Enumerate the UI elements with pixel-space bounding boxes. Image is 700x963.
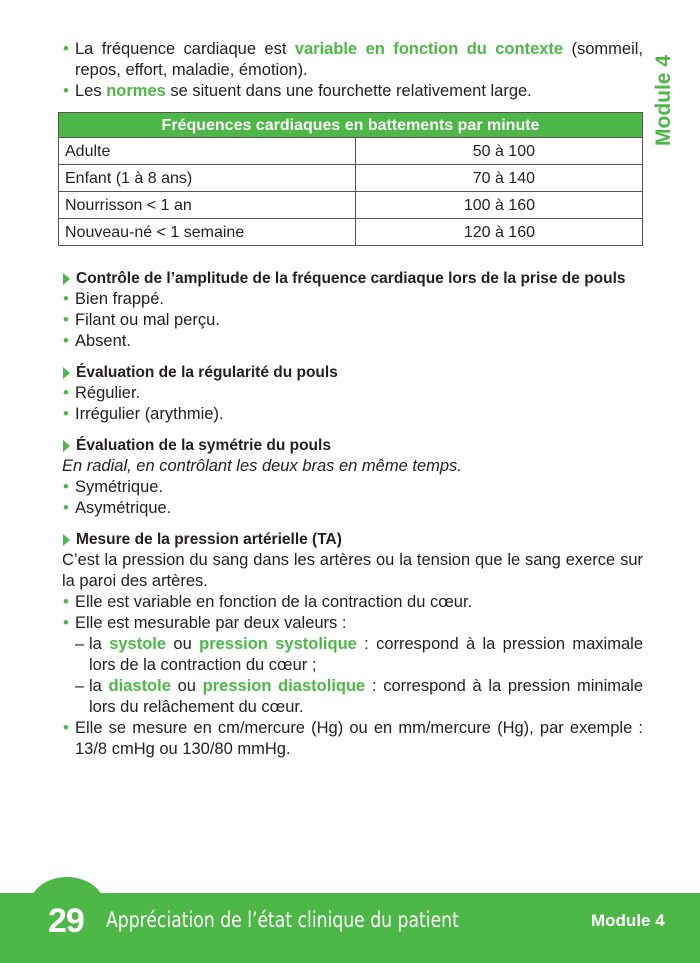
highlight: pression systolique [199,635,357,653]
highlight: systole [109,635,167,653]
section-heading: Mesure de la pression artérielle (TA) [62,529,643,550]
side-module-label: Module 4 [652,54,675,146]
section-heading: Contrôle de l’amplitude de la fréquence … [62,268,643,289]
highlight: pression diastolique [202,677,366,695]
row-label: Enfant (1 à 8 ans) [57,164,357,192]
text: la [89,677,109,695]
text: se situent dans une fourchette relativem… [165,82,532,100]
footer-module-label: Module 4 [591,911,665,930]
row-label: Nouveau-né < 1 semaine [57,218,357,246]
paragraph: C’est la pression du sang dans les artèr… [62,551,643,590]
text: : correspond à la pression minimale lors… [89,677,643,716]
row-value: 120 à 160 [355,218,643,246]
page-content: La fréquence cardiaque est variable en f… [57,39,643,760]
bullet-item: Bien frappé. [62,289,643,310]
row-value: 50 à 100 [355,137,643,165]
page-number: 29 [48,902,85,940]
table-row: Adulte 50 à 100 [57,137,643,165]
bullet-item: Filant ou mal perçu. [62,310,643,331]
bullet-item: La fréquence cardiaque est variable en f… [62,39,643,81]
text: (sommeil, repos, effort, maladie, émotio… [75,40,644,79]
dash-item: la systole ou pression systolique : corr… [62,634,643,676]
row-label: Adulte [57,137,357,165]
section-heading: Évaluation de la symétrie du pouls [62,435,643,456]
footer-bar [0,893,700,963]
highlight: diastole [108,677,171,695]
text: : correspond à la pression maximale lors… [89,635,643,674]
chapter-title: Appréciation de l’état clinique du patie… [106,908,459,932]
bullet-item: Elle se mesure en cm/mercure (Hg) ou en … [62,718,643,760]
bullet-item: Elle est variable en fonction de la cont… [62,592,643,613]
dash-item: la diastole ou pression diastolique : co… [62,676,643,718]
table-row: Nourrisson < 1 an 100 à 160 [57,191,643,219]
table-row: Enfant (1 à 8 ans) 70 à 140 [57,164,643,192]
note: En radial, en contrôlant les deux bras e… [62,457,462,475]
highlight: variable en fonction du contexte [294,40,564,58]
bullet-item: Symétrique. [62,477,643,498]
text: ou [170,677,203,695]
table-row: Nouveau-né < 1 semaine 120 à 160 [57,218,643,246]
text: La fréquence cardiaque est [75,40,295,58]
bullet-item: Les normes se situent dans une fourchett… [62,81,643,102]
row-value: 70 à 140 [355,164,643,192]
bullet-item: Régulier. [62,383,643,404]
text: la [89,635,110,653]
bullet-item: Elle est mesurable par deux valeurs : [62,613,643,634]
bullet-item: Asymétrique. [62,498,643,519]
heart-rate-table: Fréquences cardiaques en battements par … [57,112,643,246]
row-value: 100 à 160 [355,191,643,219]
section-heading: Évaluation de la régularité du pouls [62,362,643,383]
highlight: normes [106,82,166,100]
row-label: Nourrisson < 1 an [57,191,357,219]
bullet-item: Absent. [62,331,643,352]
bullet-item: Irrégulier (arythmie). [62,404,643,425]
text: Les [75,82,107,100]
text: ou [166,635,200,653]
table-header: Fréquences cardiaques en battements par … [58,112,643,138]
